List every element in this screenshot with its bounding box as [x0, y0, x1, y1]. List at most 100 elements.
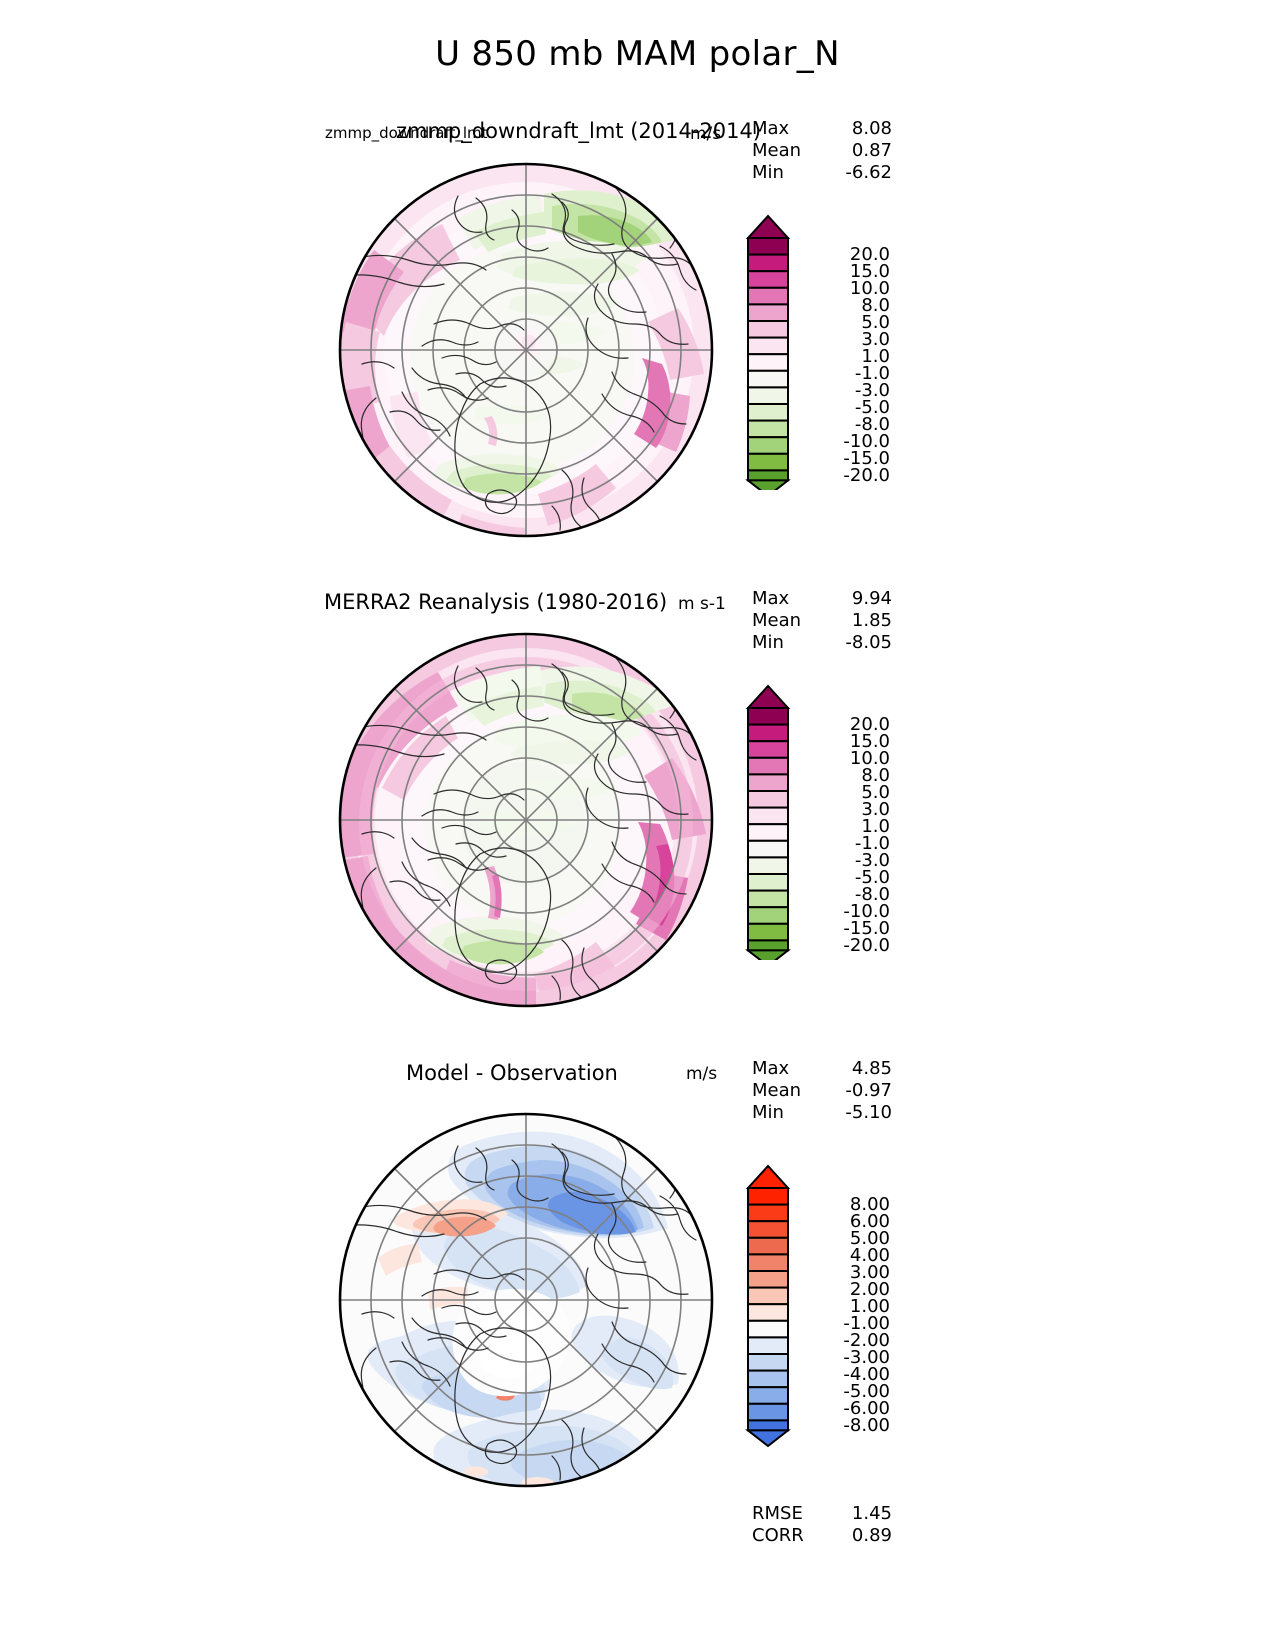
colorbar-tick: 5.0: [861, 782, 890, 803]
stat-value: 9.94: [851, 588, 892, 609]
polar-map-difference: [316, 1108, 736, 1508]
stat-value: -6.62: [845, 162, 892, 183]
stat-value: 0.87: [851, 140, 892, 161]
colorbar-tick: 3.00: [849, 1262, 890, 1283]
stat-value: 4.85: [851, 1058, 892, 1079]
panel-observation-header: MERRA2 Reanalysis (1980-2016) m s-1: [0, 580, 1275, 614]
colorbar-tick: -10.0: [843, 431, 890, 452]
map-graticule: [340, 634, 712, 1006]
panel-model-title-overlay-a: zmmp_downdraft_lmt: [325, 124, 488, 142]
panel-observation: MERRA2 Reanalysis (1980-2016) m s-1 Max …: [0, 580, 1275, 1050]
stat-row: Max 4.85: [752, 1058, 892, 1080]
panel-difference-header: Model - Observation m/s: [0, 1050, 1275, 1085]
colorbar-tick: 15.0: [849, 261, 890, 282]
colorbar-tick: 1.0: [861, 346, 890, 367]
colorbar-tick: 10.0: [849, 278, 890, 299]
colorbar-tick: 4.00: [849, 1245, 890, 1266]
panel-observation-units: m s-1: [678, 594, 726, 614]
polar-map-model-svg: [338, 162, 714, 538]
colorbar-model: 20.0 15.0 10.0 8.0 5.0 3.0 1.0 -1.0 -3.0…: [742, 210, 892, 490]
colorbar-difference-swatches: [745, 1164, 791, 1448]
map-graticule: [340, 164, 712, 536]
colorbar-tick: -20.0: [843, 935, 890, 956]
stat-value: -8.05: [845, 632, 892, 653]
stat-row: Max 8.08: [752, 118, 892, 140]
panel-observation-title: MERRA2 Reanalysis (1980-2016): [324, 590, 668, 614]
footer-stats: RMSE 1.45 CORR 0.89: [752, 1502, 892, 1546]
stat-label: Max: [752, 118, 790, 139]
colorbar-tick: 1.00: [849, 1296, 890, 1317]
colorbar-tick: 10.0: [849, 748, 890, 769]
map-coastlines: [341, 1137, 697, 1486]
polar-map-difference-svg: [338, 1112, 714, 1488]
stat-label: Mean: [752, 610, 802, 631]
colorbar-tick: 1.0: [861, 816, 890, 837]
map-outline: [338, 162, 714, 538]
stat-label: Mean: [752, 1080, 802, 1101]
colorbar-tick: 3.0: [861, 329, 890, 350]
colorbar-tick: 2.00: [849, 1279, 890, 1300]
stat-label: Min: [752, 162, 784, 183]
panel-difference-stats: Max 4.85 Mean -0.97 Min -5.10: [752, 1058, 892, 1124]
colorbar-tick: 6.00: [849, 1211, 890, 1232]
stat-row: Min -8.05: [752, 632, 892, 654]
map-coastlines: [341, 187, 697, 536]
stat-row: CORR 0.89: [752, 1524, 892, 1546]
stat-row: Min -6.62: [752, 162, 892, 184]
panel-difference: Model - Observation m/s Max 4.85 Mean -0…: [0, 1050, 1275, 1530]
colorbar-tick: 8.00: [849, 1194, 890, 1215]
stat-row: RMSE 1.45: [752, 1502, 892, 1524]
stat-row: Max 9.94: [752, 588, 892, 610]
colorbar-tick: -2.00: [843, 1330, 890, 1351]
colorbar-tick: -1.00: [843, 1313, 890, 1334]
panel-difference-units: m/s: [686, 1064, 718, 1084]
panel-difference-title: Model - Observation: [406, 1061, 618, 1085]
stat-value: 0.89: [851, 1525, 892, 1546]
colorbar-tick: -5.00: [843, 1381, 890, 1402]
stat-value: 8.08: [851, 118, 892, 139]
colorbar-tick: -1.0: [854, 833, 890, 854]
stat-row: Min -5.10: [752, 1102, 892, 1124]
colorbar-model-swatches: [745, 214, 791, 490]
colorbar-tick: 3.0: [861, 799, 890, 820]
map-coastlines: [341, 657, 697, 1006]
stat-label: CORR: [752, 1525, 804, 1546]
stat-label: Mean: [752, 140, 802, 161]
colorbar-segments: [745, 1164, 791, 1448]
colorbar-tick: -5.0: [854, 867, 890, 888]
page-title: U 850 mb MAM polar_N: [435, 34, 840, 74]
map-graticule: [340, 1114, 712, 1486]
colorbar-tick: 15.0: [849, 731, 890, 752]
polar-map-observation-svg: [338, 632, 714, 1008]
colorbar-tick: -3.00: [843, 1347, 890, 1368]
panel-model: zmmp_downdraft_lmt zmmp_downdraft_lmt (2…: [0, 110, 1275, 570]
stat-value: 1.45: [851, 1503, 892, 1524]
colorbar-tick: -4.00: [843, 1364, 890, 1385]
colorbar-tick: -8.0: [854, 884, 890, 905]
colorbar-tick: -15.0: [843, 918, 890, 939]
colorbar-tick: -5.0: [854, 397, 890, 418]
colorbar-difference: 8.00 6.00 5.00 4.00 3.00 2.00 1.00 -1.00…: [742, 1160, 892, 1448]
colorbar-tick: -3.0: [854, 850, 890, 871]
panel-observation-stats: Max 9.94 Mean 1.85 Min -8.05: [752, 588, 892, 654]
stat-row: Mean 1.85: [752, 610, 892, 632]
stat-value: -0.97: [845, 1080, 892, 1101]
colorbar-tick: -1.0: [854, 363, 890, 384]
colorbar-observation-swatches: [745, 684, 791, 960]
colorbar-tick: -15.0: [843, 448, 890, 469]
panel-model-header: zmmp_downdraft_lmt zmmp_downdraft_lmt (2…: [0, 110, 1275, 144]
colorbar-tick: 8.0: [861, 765, 890, 786]
polar-map-model: [316, 158, 736, 558]
stat-label: Min: [752, 1102, 784, 1123]
stat-label: Max: [752, 588, 790, 609]
colorbar-tick: 5.00: [849, 1228, 890, 1249]
stat-label: Max: [752, 1058, 790, 1079]
colorbar-tick: 5.0: [861, 312, 890, 333]
map-outline: [338, 632, 714, 1008]
colorbar-observation: 20.0 15.0 10.0 8.0 5.0 3.0 1.0 -1.0 -3.0…: [742, 680, 892, 960]
colorbar-segments: [745, 214, 791, 490]
stat-label: Min: [752, 632, 784, 653]
colorbar-tick: -6.00: [843, 1398, 890, 1419]
colorbar-tick: -8.00: [843, 1415, 890, 1436]
